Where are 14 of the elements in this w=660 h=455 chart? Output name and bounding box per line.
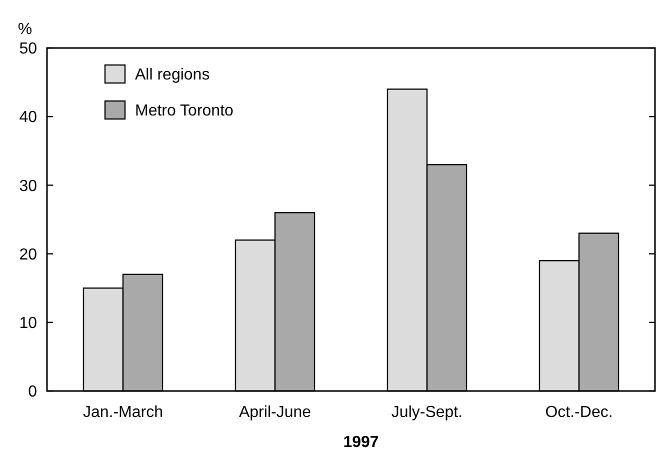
y-tick-label: 30	[19, 178, 38, 195]
x-axis-title: 1997	[343, 434, 379, 451]
legend-label: All regions	[135, 66, 210, 84]
y-tick-label: 40	[19, 109, 38, 126]
y-tick-label: 20	[19, 246, 38, 264]
legend-label: Metro Toronto	[135, 102, 234, 120]
x-tick-label: Jan.-March	[82, 404, 164, 421]
x-tick-label: April-June	[238, 404, 312, 421]
x-tick-label: Oct.-Dec.	[545, 404, 613, 421]
y-tick-label: 50	[19, 40, 38, 58]
y-tick-label: 10	[19, 315, 38, 332]
x-tick-label: July-Sept.	[391, 404, 463, 421]
y-axis-title: %	[18, 21, 32, 38]
y-tick-label: 0	[28, 384, 38, 401]
